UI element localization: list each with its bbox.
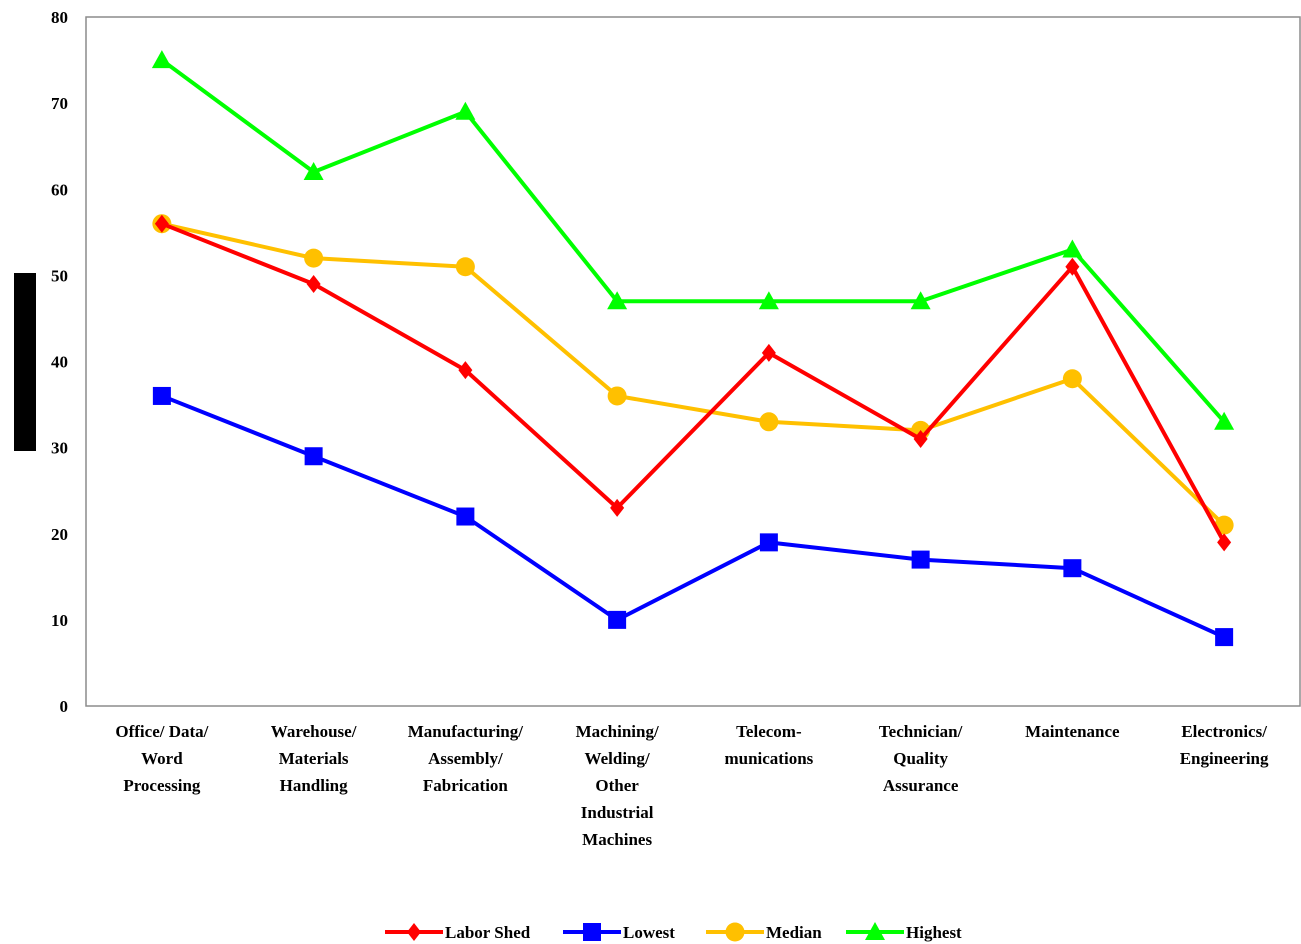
data-point-median	[1062, 369, 1082, 389]
data-point-labor-shed	[913, 430, 928, 449]
series-line-median	[161, 221, 1226, 527]
y-tick-label: 60	[51, 180, 68, 199]
plot-area	[85, 16, 1301, 707]
x-category-label: Technician/Quality Assurance	[879, 722, 963, 795]
legend-label-labor-shed: Labor Shed	[445, 923, 531, 942]
legend-label-median: Median	[766, 923, 822, 942]
data-point-median	[759, 412, 779, 432]
y-tick-label: 0	[60, 697, 69, 716]
data-point-labor-shed	[610, 498, 625, 517]
data-point-highest	[151, 50, 172, 69]
data-point-highest	[607, 291, 628, 310]
data-point-lowest	[911, 550, 930, 569]
data-point-labor-shed	[306, 274, 321, 293]
legend-label-highest: Highest	[906, 923, 962, 942]
x-category-label: Electronics/Engineering	[1180, 722, 1269, 768]
y-tick-label: 10	[51, 611, 68, 630]
redacted-axis-label-block	[14, 273, 36, 451]
series-lowest	[152, 386, 1234, 647]
data-point-highest	[1062, 239, 1083, 258]
data-point-labor-shed	[1217, 533, 1232, 552]
data-point-highest	[758, 291, 779, 310]
x-category-label: Warehouse/Materials Handling	[271, 722, 357, 795]
x-category-label: Telecom-munications	[724, 722, 813, 768]
legend-marker-median	[725, 922, 745, 942]
y-tick-label: 50	[51, 266, 68, 285]
data-point-labor-shed	[458, 361, 473, 380]
data-point-lowest	[304, 447, 323, 466]
series-labor-shed	[154, 214, 1232, 552]
data-point-labor-shed	[154, 214, 169, 233]
series-line-highest	[160, 58, 1226, 424]
x-category-label: Maintenance	[1025, 722, 1120, 741]
data-point-lowest	[608, 610, 627, 629]
data-point-labor-shed	[1065, 257, 1080, 276]
y-tick-label: 20	[51, 525, 68, 544]
x-axis-labels: Office/ Data/Word Processing Warehouse/Mat…	[115, 722, 1269, 849]
legend-label-lowest: Lowest	[623, 923, 675, 942]
data-point-lowest	[1063, 559, 1082, 578]
legend: Labor Shed Lowest Median Highest	[385, 922, 962, 942]
data-point-lowest	[759, 533, 778, 552]
x-category-label: Manufacturing/Assembly/Fabrication	[408, 722, 524, 795]
data-point-highest	[455, 101, 476, 120]
y-tick-label: 30	[51, 439, 68, 458]
series-layer	[151, 50, 1235, 647]
x-category-label: Office/ Data/Word Processing	[115, 722, 208, 795]
y-tick-label: 40	[51, 353, 68, 372]
series-highest	[151, 50, 1235, 430]
y-tick-label: 80	[51, 8, 68, 27]
y-axis-ticks: 0 10 20 30 40 50 60 70 80	[51, 8, 68, 716]
data-point-lowest	[1215, 628, 1234, 647]
data-point-lowest	[152, 386, 171, 405]
data-point-median	[607, 386, 627, 406]
legend-marker-labor-shed	[407, 923, 421, 941]
legend-marker-highest	[865, 922, 885, 940]
data-point-highest	[1214, 411, 1235, 430]
y-tick-label: 70	[51, 94, 68, 113]
data-point-labor-shed	[761, 343, 776, 362]
data-point-highest	[303, 162, 324, 181]
x-category-label: Machining/Welding/Other Industrial Machine…	[576, 722, 659, 849]
data-point-median	[455, 257, 475, 277]
legend-marker-lowest	[583, 923, 601, 941]
series-line-labor-shed	[161, 221, 1226, 544]
data-point-median	[304, 248, 324, 268]
series-line-lowest	[161, 394, 1225, 639]
data-point-highest	[910, 291, 931, 310]
data-point-lowest	[456, 507, 475, 526]
